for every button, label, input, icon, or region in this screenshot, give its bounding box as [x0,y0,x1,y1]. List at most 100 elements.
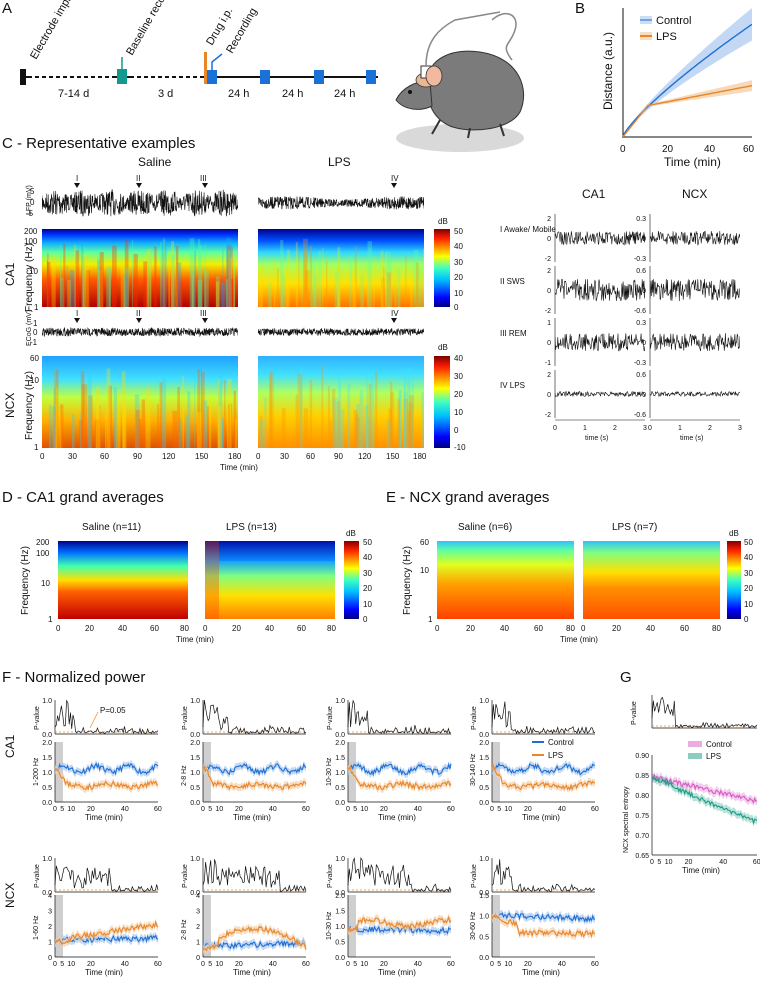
power-xtick: 20 [87,961,95,968]
panel-e-xticks: 0 20 40 60 80 0 20 40 60 80 [435,624,721,633]
g-xlabel: Time (min) [682,866,720,875]
power-xtick: 0 [201,961,205,968]
ca1-region-label: CA1 [3,262,17,286]
power-ytick: 1.0 [190,770,200,777]
power-xlabel: Time (min) [378,813,416,822]
trace-ytick: 0.3 [636,216,646,223]
svg-text:10: 10 [420,566,429,575]
svg-text:II: II [136,174,140,183]
pvalue-label: P-value [471,864,478,888]
power-xtick: 10 [215,806,223,813]
power-ytick: 4 [196,893,200,900]
power-ytick: 1.5 [42,755,52,762]
g-ytick: 0.80 [635,793,649,800]
power-xtick: 5 [60,806,64,813]
svg-text:40: 40 [744,553,753,562]
power-xtick: 40 [269,961,277,968]
trace-ytick: -2 [545,412,551,419]
pvalue-tick: 1.0 [42,698,52,705]
lfp-trace-lps [258,196,424,210]
power-xtick: 20 [380,961,388,968]
trace-ytick: 0 [642,288,646,295]
mouse-illustration [395,11,525,152]
panel-c: C - Representative examples Saline LPS L… [2,135,742,472]
pvalue-tick: 1.0 [42,856,52,863]
power-xtick: 60 [591,806,599,813]
g-xtick: 10 [665,859,673,866]
ncx-grand-cbar [727,541,741,619]
svg-text:0: 0 [203,624,208,633]
power-ytick: 0 [48,955,52,962]
g-ytick: 0.70 [635,833,649,840]
panel-f-title: F - Normalized power [2,669,145,686]
power-ytick: 0.0 [479,800,489,807]
panel-b-xtick-0: 0 [620,144,626,155]
power-xtick: 60 [447,961,455,968]
svg-text:40: 40 [646,624,655,633]
svg-text:30: 30 [363,569,372,578]
svg-text:80: 80 [180,624,189,633]
svg-text:dB: dB [729,529,739,538]
panel-b-xtick-1: 20 [662,144,674,155]
state-trace [555,333,645,352]
ca1-grand-cbar [344,541,359,619]
svg-text:20: 20 [454,273,463,282]
trace-ytick: -1 [545,360,551,367]
power-xtick: 10 [360,961,368,968]
svg-text:20: 20 [232,624,241,633]
trace-ytick: 0.6 [636,268,646,275]
state-markers-bottom: I II III IV [74,309,399,323]
power-xlabel: Time (min) [233,813,271,822]
power-ytick: 2 [48,924,52,931]
power-xtick: 20 [524,961,532,968]
trace-ytick: 1 [547,320,551,327]
ncx-spectrogram-lps [258,356,424,448]
svg-text:120: 120 [358,452,372,461]
svg-text:60: 60 [680,624,689,633]
panel-c-xticks-saline: 0 30 60 90 120 150 180 [40,452,242,461]
power-xtick: 40 [558,806,566,813]
ca1-spectrogram-lps [258,229,424,307]
interval-3: 24 h [228,88,249,100]
panel-c-xlabel: Time (min) [220,463,258,472]
band-label: 1-200 Hz [33,757,40,786]
ca1-spectrogram-saline [42,229,238,307]
svg-text:10: 10 [363,600,372,609]
g-legend-control: Control [706,740,732,749]
svg-text:20: 20 [612,624,621,633]
panel-b-xtick-2: 40 [704,144,716,155]
power-ytick: 0.5 [335,940,345,947]
svg-text:80: 80 [566,624,575,633]
state-trace [650,390,740,398]
pvalue-tick: 1.0 [190,856,200,863]
timeline-electrode: Electrode implantation [28,0,93,62]
svg-text:0: 0 [454,303,459,312]
svg-text:IV: IV [391,174,399,183]
pvalue-label: P-value [182,706,189,730]
trace-ytick: 2 [547,268,551,275]
panel-b-legend-lps: LPS [656,31,677,43]
pvalue-tick: 0.0 [335,890,345,897]
svg-text:200: 200 [24,227,38,236]
power-xtick: 60 [154,961,162,968]
g-xtick: 40 [719,859,727,866]
svg-text:III: III [200,174,207,183]
svg-text:0: 0 [40,452,45,461]
power-ytick: 0.5 [335,785,345,792]
power-xtick: 10 [504,961,512,968]
trace-row-label: IV LPS [500,381,525,390]
interval-5: 24 h [334,88,355,100]
baseline-marker [117,69,127,84]
trace-ytick: 0 [547,392,551,399]
pvalue-tick: 1.0 [335,856,345,863]
interval-4: 24 h [282,88,303,100]
svg-text:0: 0 [435,624,440,633]
